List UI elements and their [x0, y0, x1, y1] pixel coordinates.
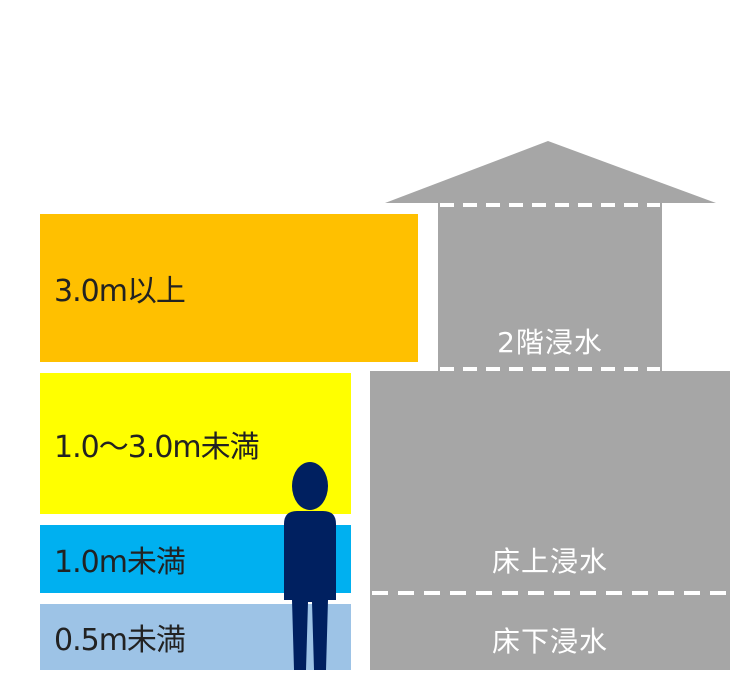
- person-silhouette-icon: [284, 462, 336, 670]
- below-floor-flood-label: 床下浸水: [491, 625, 608, 658]
- depth-band-label: 0.5m未満: [54, 623, 186, 658]
- depth-band-3m-plus: 3.0m以上: [40, 214, 418, 362]
- second-floor-flood-label: 2階浸水: [497, 326, 603, 359]
- depth-band-label: 1.0〜3.0m未満: [54, 429, 260, 465]
- house-first-floor: [370, 371, 730, 670]
- depth-band-label: 1.0m未満: [54, 545, 186, 580]
- depth-band-label: 3.0m以上: [54, 274, 186, 309]
- above-floor-flood-label: 床上浸水: [491, 545, 608, 578]
- house-second-floor: [438, 203, 662, 371]
- house-roof: [385, 141, 716, 203]
